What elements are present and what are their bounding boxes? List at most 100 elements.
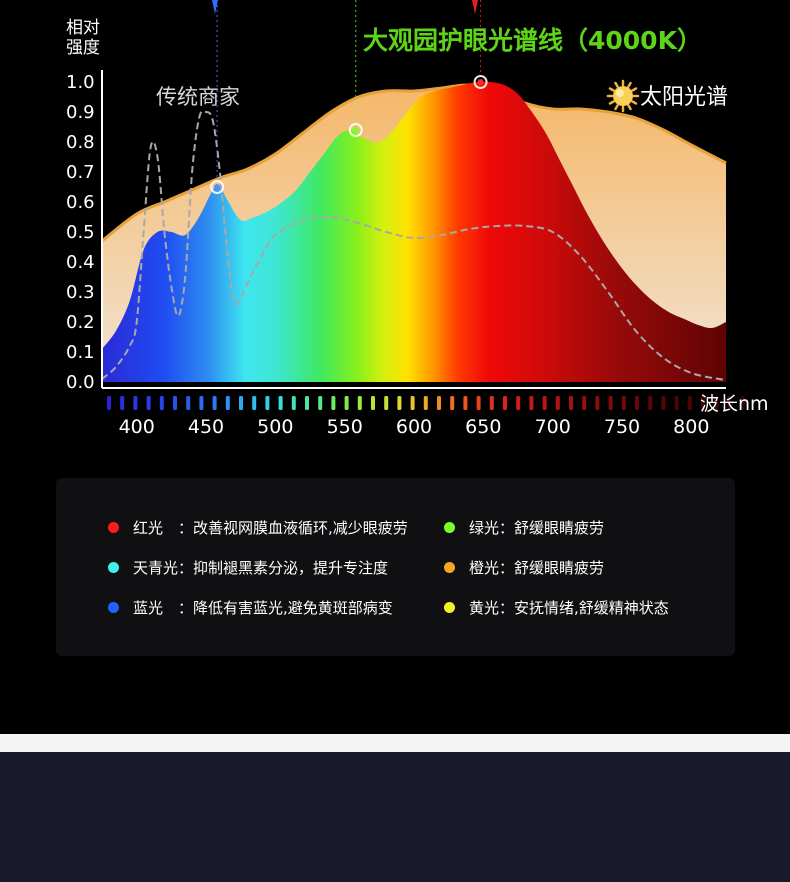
legend-item-yellow: 黄光：安抚情绪,舒缓精神状态: [444, 597, 669, 617]
y-axis-title: 相对强度: [66, 18, 102, 58]
wavelength-bar-25: [437, 396, 441, 410]
x-tick-label-1: 450: [188, 416, 224, 438]
sun-highlight: [616, 89, 624, 97]
wavelength-bar-34: [555, 396, 560, 410]
legend-text-red: 红光 ：改善视网膜血液循环,减少眼疲劳: [133, 518, 408, 537]
legend-dot-red: [108, 521, 119, 533]
wavelength-bar-1: [120, 396, 125, 410]
legend-item-red: 红光 ：改善视网膜血液循环,减少眼疲劳: [108, 517, 408, 537]
blue-guide-tip: [212, 0, 218, 14]
marker-dot-2: [477, 79, 484, 85]
y-tick-label-5: 0.5: [66, 222, 95, 243]
wavelength-bar-22: [397, 396, 402, 410]
x-tick-label-5: 650: [465, 416, 501, 438]
legend-text-cyan: 天青光：抑制褪黑素分泌，提升专注度: [133, 558, 389, 577]
wavelength-bar-8: [212, 396, 217, 410]
wavelength-bar-10: [239, 396, 243, 410]
wavelength-bar-32: [529, 396, 534, 410]
legend-text-orange: 橙光：舒缓眼睛疲劳: [469, 558, 605, 577]
spectrum-chart: 大观园护眼光谱线（4000K） 传统商家 太阳光谱 波长nm 1.0 0.9 0.8 0.7 0…: [66, 0, 769, 438]
wavelength-bar-4: [159, 396, 164, 410]
wavelength-bar-28: [476, 396, 481, 410]
sun-ray-11: [631, 87, 638, 92]
wavelength-bar-33: [542, 396, 547, 410]
red-guide-tip: [472, 0, 478, 14]
sun-ray-7: [608, 87, 615, 92]
sun-icon: [606, 79, 640, 113]
y-tick-label-9: 0.1: [66, 342, 95, 363]
sun-ray-1: [631, 100, 638, 105]
y-tick-label-2: 0.8: [66, 132, 95, 153]
wavelength-bar-3: [146, 396, 151, 410]
wavelength-bar-41: [648, 396, 653, 410]
chart-title: 大观园护眼光谱线（4000K）: [363, 26, 702, 55]
wavelength-bar-9: [225, 396, 230, 410]
wavelength-bar-12: [265, 396, 270, 410]
wavelength-bar-7: [199, 396, 204, 410]
legend-item-green: 绿光：舒缓眼睛疲劳: [444, 517, 604, 537]
wavelength-bar-40: [635, 396, 639, 410]
wavelength-bar-16: [318, 396, 323, 410]
wavelength-bar-27: [463, 396, 468, 410]
legend-dot-blue: [108, 601, 119, 613]
y-tick-label-10: 0.0: [66, 372, 95, 393]
wavelength-bar-21: [384, 396, 389, 410]
wavelength-bar-26: [450, 396, 455, 410]
legend-dot-cyan: [108, 561, 119, 573]
sun-spectrum-label: 太阳光谱: [640, 85, 728, 110]
y-axis-title-text: 相对强度: [66, 18, 100, 58]
wavelength-bar-29: [489, 396, 494, 410]
y-tick-label-4: 0.6: [66, 192, 95, 213]
wavelength-bar-2: [133, 396, 138, 410]
wavelength-bar-45: [701, 396, 705, 410]
y-tick-label-1: 0.9: [66, 102, 95, 123]
bottom-section: [0, 752, 790, 882]
legend-item-orange: 橙光：舒缓眼睛疲劳: [444, 557, 604, 577]
wavelength-bar-17: [331, 396, 336, 410]
x-tick-label-2: 500: [257, 416, 293, 438]
wavelength-bar-13: [278, 396, 283, 410]
wavelength-bar-44: [687, 396, 692, 410]
sun-core: [613, 86, 633, 106]
wavelength-bar-24: [423, 396, 428, 410]
sun-ray-8: [614, 81, 619, 88]
wavelength-bar-5: [173, 396, 177, 410]
x-tick-label-4: 600: [396, 416, 432, 438]
product-spectrum-area: [102, 81, 726, 382]
sun-spectrum-line: [101, 83, 727, 243]
x-tick-label-6: 700: [535, 416, 571, 438]
sun-ray-5: [608, 100, 615, 105]
marker-ring-1: [348, 123, 363, 137]
wavelength-bar-30: [503, 396, 507, 410]
y-tick-label-7: 0.3: [66, 282, 95, 303]
wavelength-bar-39: [621, 396, 626, 410]
wavelength-bar-42: [661, 396, 666, 410]
y-tick-label-3: 0.7: [66, 162, 95, 183]
wavelength-bar-37: [595, 396, 600, 410]
x-tick-label-0: 400: [119, 416, 155, 438]
wavelength-bar-43: [674, 396, 679, 410]
traditional-label: 传统商家: [156, 85, 240, 109]
section-divider: [0, 734, 790, 752]
legend-text-blue: 蓝光 ：降低有害蓝光,避免黄斑部病变: [133, 598, 393, 617]
wavelength-bar-18: [344, 396, 349, 410]
wavelength-bar-20: [371, 396, 375, 410]
x-axis-unit-label: 波长nm: [700, 393, 769, 415]
wavelength-bar-0: [107, 396, 111, 410]
sun-ray-10: [627, 81, 632, 88]
wavelength-bar-38: [608, 396, 613, 410]
wavelength-bar-48: [740, 396, 745, 410]
x-tick-label-7: 750: [604, 416, 640, 438]
sun-ray-4: [614, 104, 619, 111]
legend-item-blue: 蓝光 ：降低有害蓝光,避免黄斑部病变: [108, 597, 393, 617]
legend-dot-yellow: [444, 601, 455, 613]
marker-dot-0: [214, 184, 221, 190]
legend-dot-green: [444, 521, 455, 533]
marker-ring-2: [473, 75, 488, 89]
wavelength-bar-46: [714, 396, 719, 410]
legend-panel: 红光 ：改善视网膜血液循环,减少眼疲劳 绿光：舒缓眼睛疲劳 天青光：抑制褪黑素分…: [56, 478, 735, 656]
wavelength-bar-19: [357, 396, 362, 410]
marker-ring-0: [210, 180, 225, 194]
wavelength-bar-11: [252, 396, 257, 410]
wavelength-bar-23: [410, 396, 415, 410]
